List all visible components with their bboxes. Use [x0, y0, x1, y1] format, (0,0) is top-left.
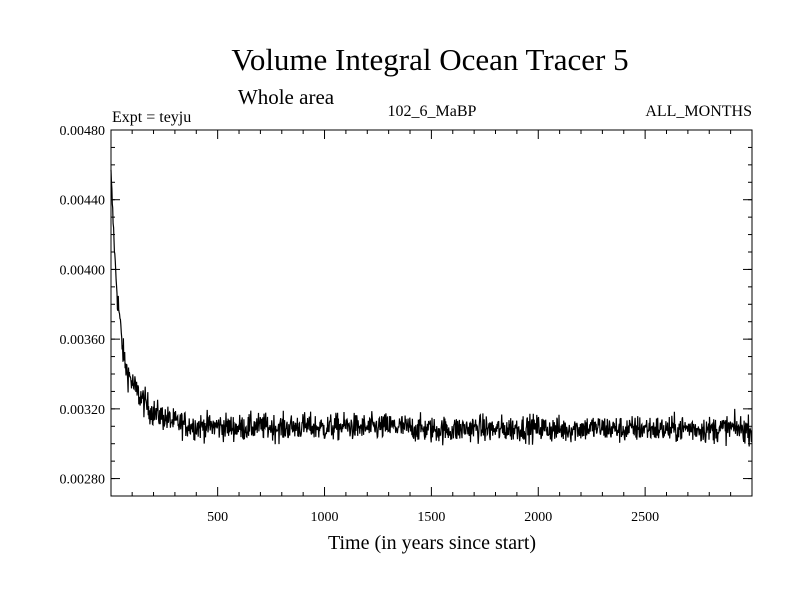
- x-axis-label: Time (in years since start): [328, 532, 536, 554]
- x-tick-label: 500: [207, 510, 228, 525]
- season-label: ALL_MONTHS: [645, 103, 752, 120]
- chart-title: Volume Integral Ocean Tracer 5: [231, 42, 628, 77]
- y-tick-label: 0.00320: [60, 403, 106, 418]
- x-axis: 500 1000 1500 2000 2500: [131, 130, 753, 525]
- series-line: [110, 169, 753, 447]
- x-tick-label: 2500: [631, 510, 659, 525]
- x-tick-label: 2000: [524, 510, 552, 525]
- x-tick-label: 1000: [311, 510, 339, 525]
- expt-label: Expt = teyju: [112, 109, 191, 126]
- x-tick-label: 1500: [417, 510, 445, 525]
- y-tick-label: 0.00400: [60, 263, 106, 278]
- y-axis: 0.00280 0.00320 0.00360 0.00400 0.00440 0.004…: [60, 124, 752, 497]
- y-tick-label: 0.00280: [60, 473, 106, 488]
- chart-subtitle: Whole area: [238, 85, 335, 109]
- run-label: 102_6_MaBP: [388, 103, 477, 120]
- y-tick-label: 0.00480: [60, 124, 106, 139]
- y-tick-label: 0.00360: [60, 333, 106, 348]
- y-tick-label: 0.00440: [60, 194, 106, 209]
